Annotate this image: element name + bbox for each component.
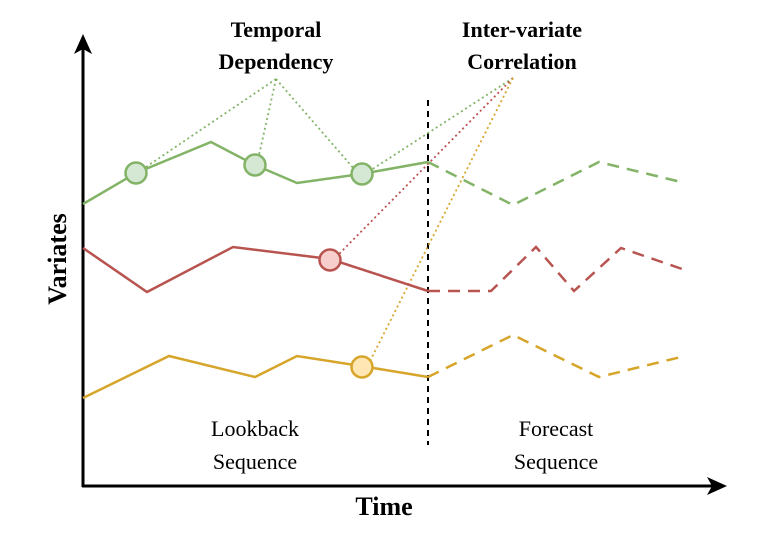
green-marker-1 xyxy=(124,161,148,185)
y-axis-label: Variates xyxy=(43,213,72,304)
temporal-dependency-connectors xyxy=(139,78,356,172)
lookback-label-line2: Sequence xyxy=(213,449,297,474)
inter-variate-connectors xyxy=(336,77,514,366)
yellow-marker xyxy=(350,355,374,379)
yellow-lookback-line xyxy=(82,354,429,400)
lookback-label-line1: Lookback xyxy=(211,416,299,441)
green-marker-2 xyxy=(243,153,267,177)
red-lookback-line xyxy=(82,245,429,294)
x-axis-label: Time xyxy=(355,492,412,521)
y-axis-arrowhead xyxy=(74,34,92,54)
inter-variate-title-line1: Inter-variate xyxy=(462,17,582,42)
forecast-label-line1: Forecast xyxy=(519,416,594,441)
yellow-series xyxy=(82,333,686,400)
green-forecast-line xyxy=(427,160,686,207)
green-marker-3 xyxy=(350,162,374,186)
x-axis-arrowhead xyxy=(707,477,727,495)
highlight-markers xyxy=(124,153,374,379)
axes xyxy=(74,34,727,495)
red-forecast-line xyxy=(428,245,686,293)
yellow-forecast-line xyxy=(427,333,686,379)
inter-variate-title-line2: Correlation xyxy=(467,49,577,74)
red-marker xyxy=(318,248,342,272)
temporal-dependency-title-line2: Dependency xyxy=(219,49,334,74)
temporal-dependency-title-line1: Temporal xyxy=(231,17,322,42)
forecast-label-line2: Sequence xyxy=(514,449,598,474)
red-series xyxy=(82,245,686,294)
green-series xyxy=(82,140,686,207)
